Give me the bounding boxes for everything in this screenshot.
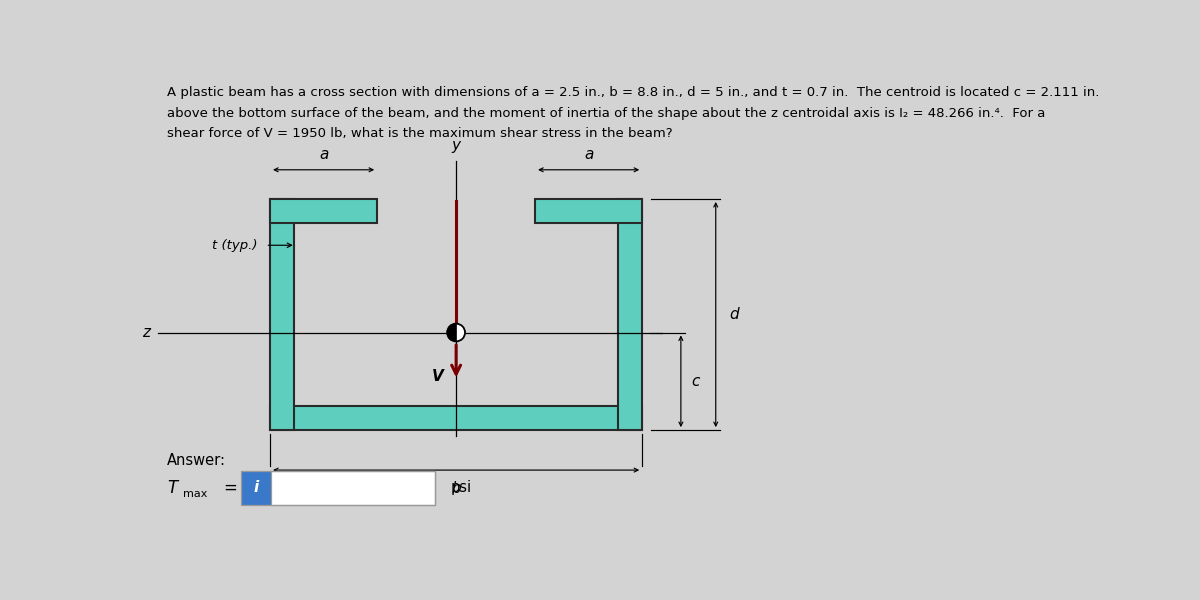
- Circle shape: [448, 323, 466, 341]
- Text: b: b: [451, 481, 461, 496]
- Text: a: a: [584, 147, 593, 162]
- Text: A plastic beam has a cross section with dimensions of a = 2.5 in., b = 8.8 in., : A plastic beam has a cross section with …: [167, 86, 1099, 99]
- Text: =: =: [223, 479, 238, 497]
- Bar: [270, 199, 294, 430]
- Text: max: max: [182, 489, 206, 499]
- Text: T: T: [167, 479, 178, 497]
- Text: d: d: [728, 307, 738, 322]
- Bar: [241, 471, 436, 505]
- Wedge shape: [448, 323, 456, 341]
- Text: Answer:: Answer:: [167, 453, 226, 468]
- Bar: [271, 471, 436, 505]
- Bar: [270, 406, 642, 430]
- Bar: [535, 199, 642, 223]
- Text: V: V: [432, 369, 444, 384]
- Text: shear force of V = 1950 lb, what is the maximum shear stress in the beam?: shear force of V = 1950 lb, what is the …: [167, 127, 673, 140]
- Bar: [270, 199, 377, 223]
- Bar: [241, 471, 271, 505]
- Text: a: a: [319, 147, 329, 162]
- Text: i: i: [253, 480, 259, 496]
- Text: c: c: [691, 374, 700, 389]
- Text: z: z: [142, 325, 150, 340]
- Bar: [618, 199, 642, 430]
- Text: above the bottom surface of the beam, and the moment of inertia of the shape abo: above the bottom surface of the beam, an…: [167, 107, 1045, 119]
- Text: t (typ.): t (typ.): [212, 239, 258, 252]
- Text: y: y: [451, 138, 461, 153]
- Text: psi: psi: [451, 480, 472, 496]
